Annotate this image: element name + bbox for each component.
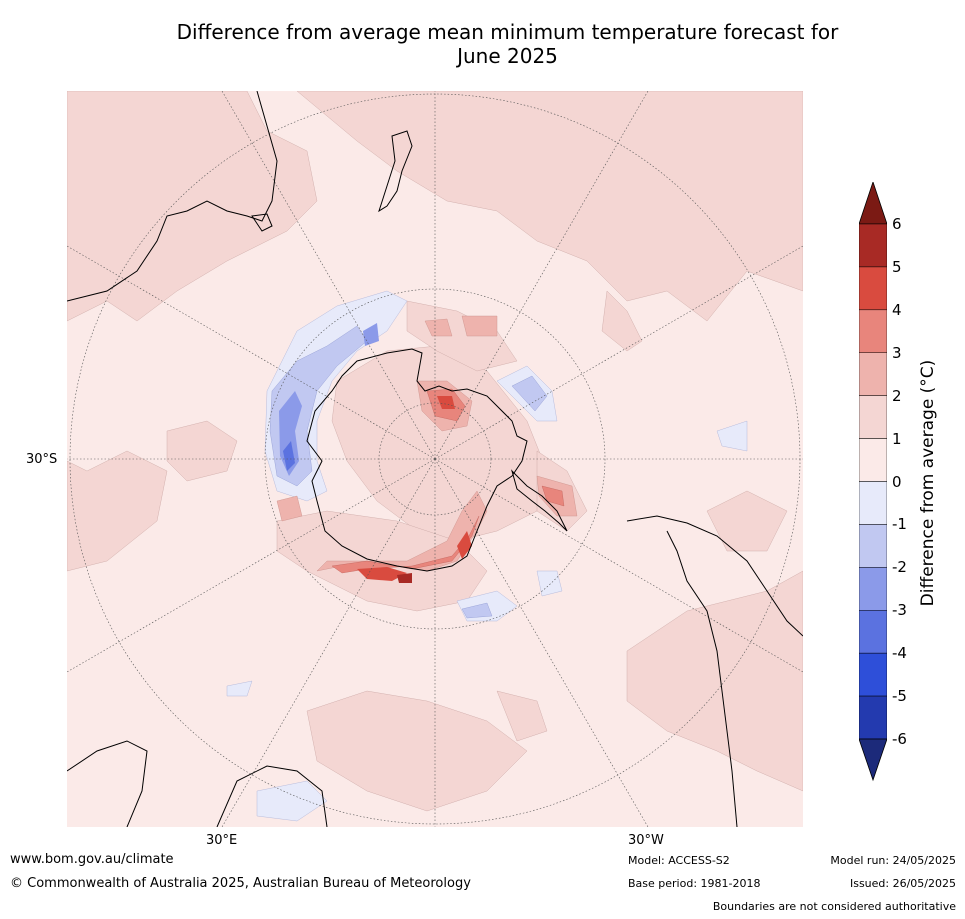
new-zealand-coastline: [378, 130, 413, 213]
footer-copyright: © Commonwealth of Australia 2025, Austra…: [10, 876, 471, 891]
antarctic-peninsula-coastline: [511, 469, 568, 532]
anomaly-5-6-regions: [397, 573, 412, 583]
footer-disclaimer: Boundaries are not considered authoritat…: [712, 900, 956, 913]
colorbar-step: [859, 481, 887, 525]
colorbar-tick-label: 3: [892, 343, 902, 362]
antarctica-coastline: [306, 348, 528, 572]
colorbar-tick-label: -1: [892, 515, 907, 534]
colorbar-step: [859, 352, 887, 396]
colorbar-extend-min: [859, 738, 887, 782]
map-title: Difference from average mean minimum tem…: [0, 20, 965, 68]
colorbar-extend-max: [859, 182, 887, 225]
colorbar-step: [859, 309, 887, 354]
colorbar-tick-label: 5: [892, 257, 902, 276]
colorbar-step: [859, 395, 887, 439]
colorbar-tick-label: 1: [892, 429, 902, 448]
anomaly-1-2-regions: [67, 91, 803, 812]
map-title-line1: Difference from average mean minimum tem…: [176, 20, 839, 44]
anomaly-4-5-regions: [357, 396, 472, 581]
colorbar-tick-label: 6: [892, 215, 902, 233]
map-svg: [67, 91, 803, 827]
colorbar-tick-label: -4: [892, 644, 907, 663]
australia-coastline: [67, 91, 278, 302]
colorbar-tick-label: -5: [892, 687, 907, 706]
footer-issued: Issued: 26/05/2025: [849, 877, 956, 890]
footer-base-period: Base period: 1981-2018: [628, 877, 761, 890]
graticule: [67, 91, 803, 827]
colorbar-step: [859, 652, 887, 697]
africa-coastline: [67, 740, 328, 827]
footer-model-run: Model run: 24/05/2025: [830, 854, 956, 867]
colorbar-tick-label: 2: [892, 386, 902, 405]
colorbar-step: [859, 524, 887, 568]
colorbar-label: Difference from average (°C): [918, 359, 938, 607]
colorbar-step: [859, 438, 887, 482]
colorbar-step: [859, 567, 887, 611]
colorbar-steps: [859, 223, 887, 740]
colorbar: [859, 182, 887, 782]
lon-label-30e: 30°E: [206, 833, 238, 848]
colorbar-tick-label: 4: [892, 300, 902, 319]
footer-model: Model: ACCESS-S2: [628, 854, 730, 867]
anomaly-negative-4-3-regions: [283, 441, 295, 471]
forecast-map: [67, 91, 803, 827]
colorbar-step: [859, 610, 887, 654]
lon-label-30w: 30°W: [628, 833, 664, 848]
map-title-line2: June 2025: [457, 44, 558, 68]
colorbar-step: [859, 223, 887, 268]
colorbar-tick-label: -3: [892, 601, 907, 620]
coastlines: [67, 91, 803, 827]
tasmania-coastline: [251, 213, 273, 232]
colorbar-step: [859, 695, 887, 740]
colorbar-tick-label: -2: [892, 558, 907, 577]
south-america-coastline: [626, 515, 803, 827]
colorbar-tick-label: -6: [892, 730, 907, 748]
lat-label-30s: 30°S: [26, 452, 58, 467]
colorbar-step: [859, 266, 887, 311]
colorbar-tick-label: 0: [892, 472, 902, 491]
footer-website[interactable]: www.bom.gov.au/climate: [10, 852, 174, 867]
